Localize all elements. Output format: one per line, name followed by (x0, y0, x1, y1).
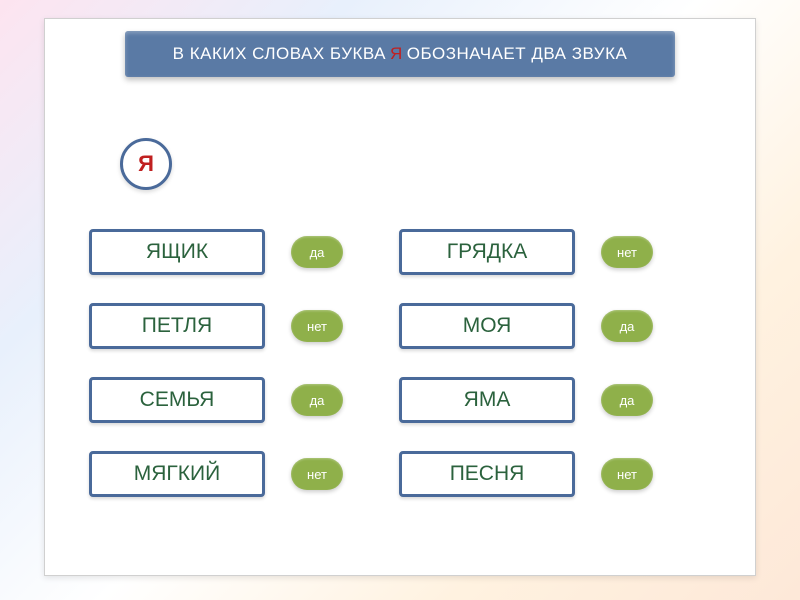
grid-row: МЯГКИЙ нет ПЕСНЯ нет (89, 451, 729, 497)
word-text: ПЕТЛЯ (142, 314, 212, 338)
answer-text: нет (307, 319, 327, 334)
word-text: МЯГКИЙ (134, 462, 220, 486)
answer-pill[interactable]: нет (291, 458, 343, 490)
circle-letter: Я (120, 138, 172, 190)
answer-text: да (620, 319, 635, 334)
word-grid: ЯЩИК да ГРЯДКА нет ПЕТЛЯ нет МОЯ да СЕМЬ… (89, 229, 729, 525)
circle-letter-text: Я (138, 151, 154, 177)
answer-text: нет (617, 467, 637, 482)
title-suffix: ОБОЗНАЧАЕТ ДВА ЗВУКА (407, 44, 628, 64)
title-accent-letter: Я (390, 44, 403, 64)
main-card: В КАКИХ СЛОВАХ БУКВА Я ОБОЗНАЧАЕТ ДВА ЗВ… (44, 18, 756, 576)
grid-row: ЯЩИК да ГРЯДКА нет (89, 229, 729, 275)
answer-pill[interactable]: нет (601, 236, 653, 268)
word-box[interactable]: ЯМА (399, 377, 575, 423)
grid-row: ПЕТЛЯ нет МОЯ да (89, 303, 729, 349)
title-prefix: В КАКИХ СЛОВАХ БУКВА (173, 44, 386, 64)
answer-text: нет (617, 245, 637, 260)
word-box[interactable]: МЯГКИЙ (89, 451, 265, 497)
grid-row: СЕМЬЯ да ЯМА да (89, 377, 729, 423)
answer-pill[interactable]: нет (291, 310, 343, 342)
answer-pill[interactable]: нет (601, 458, 653, 490)
word-text: СЕМЬЯ (140, 388, 215, 412)
word-box[interactable]: ПЕСНЯ (399, 451, 575, 497)
answer-pill[interactable]: да (601, 310, 653, 342)
word-text: ПЕСНЯ (450, 462, 525, 486)
word-text: ЯЩИК (146, 240, 208, 264)
word-text: ЯМА (464, 388, 511, 412)
answer-pill[interactable]: да (601, 384, 653, 416)
word-text: МОЯ (463, 314, 512, 338)
title-bar: В КАКИХ СЛОВАХ БУКВА Я ОБОЗНАЧАЕТ ДВА ЗВ… (125, 31, 675, 77)
answer-pill[interactable]: да (291, 236, 343, 268)
word-box[interactable]: ГРЯДКА (399, 229, 575, 275)
answer-text: нет (307, 467, 327, 482)
word-text: ГРЯДКА (447, 240, 528, 264)
word-box[interactable]: ЯЩИК (89, 229, 265, 275)
answer-text: да (310, 393, 325, 408)
answer-text: да (620, 393, 635, 408)
answer-text: да (310, 245, 325, 260)
word-box[interactable]: МОЯ (399, 303, 575, 349)
answer-pill[interactable]: да (291, 384, 343, 416)
word-box[interactable]: СЕМЬЯ (89, 377, 265, 423)
word-box[interactable]: ПЕТЛЯ (89, 303, 265, 349)
